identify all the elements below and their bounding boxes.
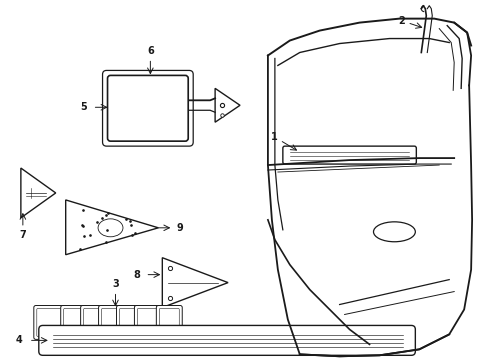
FancyBboxPatch shape — [107, 75, 188, 141]
Text: 6: 6 — [147, 45, 153, 55]
Polygon shape — [215, 88, 240, 122]
FancyBboxPatch shape — [39, 325, 414, 355]
FancyBboxPatch shape — [99, 306, 122, 339]
FancyBboxPatch shape — [156, 306, 182, 337]
Polygon shape — [65, 200, 158, 255]
FancyBboxPatch shape — [81, 306, 104, 337]
FancyBboxPatch shape — [34, 306, 65, 339]
Text: 7: 7 — [20, 230, 26, 240]
Text: 2: 2 — [397, 15, 404, 26]
Text: 3: 3 — [112, 279, 119, 289]
Text: 8: 8 — [133, 270, 140, 280]
FancyBboxPatch shape — [116, 306, 140, 337]
Polygon shape — [21, 168, 56, 218]
Ellipse shape — [373, 222, 414, 242]
Text: 9: 9 — [177, 223, 183, 233]
FancyBboxPatch shape — [134, 306, 162, 339]
FancyBboxPatch shape — [61, 306, 86, 337]
Text: 5: 5 — [80, 102, 87, 112]
Polygon shape — [162, 258, 227, 307]
Text: 4: 4 — [16, 336, 22, 345]
FancyBboxPatch shape — [282, 146, 415, 164]
Text: 1: 1 — [270, 132, 277, 142]
